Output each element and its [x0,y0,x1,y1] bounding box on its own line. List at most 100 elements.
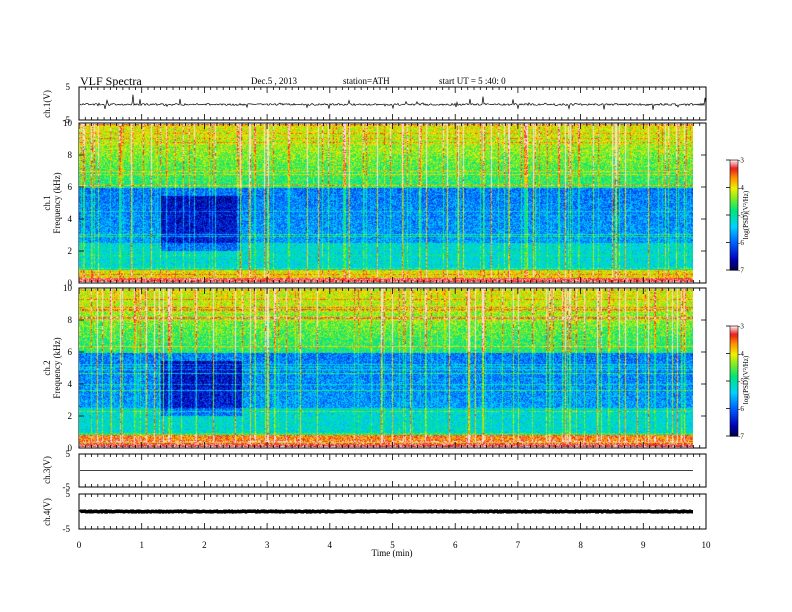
colorbar-swatch [730,268,738,271]
colorbar-swatch [730,244,738,247]
colorbar-tick-label: -6 [738,239,744,247]
colorbar-swatch [730,384,738,388]
colorbar-swatch [730,329,738,333]
colorbar-swatch [730,185,738,189]
colorbar-swatch [730,242,738,245]
colorbar-swatch [730,187,738,190]
colorbar-swatch [730,260,738,264]
colorbar-swatch [730,215,738,218]
date-label: Dec.5 , 2013 [251,76,297,86]
colorbar-swatch [730,425,738,428]
spectrogram-image [79,124,693,282]
x-tick-label: 1 [139,540,144,550]
colorbar-swatch [730,417,738,421]
ch1-colorbar-label: log(PSD)(V²/Hz) [742,190,750,239]
colorbar-tick-label: -4 [738,184,744,192]
colorbar-tick-label: -3 [738,323,744,331]
ch1-spectrogram [79,124,693,282]
x-tick-label: 8 [578,540,583,550]
colorbar-swatch [730,198,738,201]
y-tick-label: 5 [66,489,71,499]
y-tick-label: 4 [68,379,73,389]
colorbar-swatch [730,253,738,256]
colorbar-swatch [730,226,738,229]
colorbar-swatch [730,364,738,367]
colorbar-swatch [730,346,738,349]
ch1-colorbar: -3 -4 -5 -6 -7 [726,157,744,275]
y-tick-label: 8 [68,315,73,325]
colorbar-swatch [730,351,738,355]
colorbar-swatch [730,235,738,238]
colorbar-swatch [730,204,738,207]
colorbar-swatch [730,377,738,380]
colorbar-swatch [730,183,738,187]
colorbar-swatch [730,353,738,356]
colorbar-swatch [730,209,738,212]
figure-title: VLF Spectra [80,74,142,88]
colorbar-swatch [730,196,738,200]
colorbar-swatch [730,421,738,424]
colorbar-swatch [730,412,738,415]
colorbar-swatch [730,165,738,168]
ch1-waveform-ylabel: ch.1(V) [42,90,52,118]
y-tick-label: 8 [68,150,73,160]
ch2-colorbar: -3 -4 -5 -6 -7 [726,323,744,441]
colorbar-swatch [730,194,738,198]
y-tick-label: 6 [68,347,73,357]
colorbar-swatch [730,182,738,185]
colorbar-swatch [730,266,738,269]
x-tick-label: 4 [328,540,333,550]
colorbar-swatch [730,218,738,222]
colorbar-swatch [730,176,738,179]
colorbar-swatch [730,368,738,371]
colorbar-swatch [730,227,738,231]
x-tick-label: 7 [516,540,521,550]
x-axis-label: Time (min) [372,548,413,558]
colorbar-swatch [730,371,738,375]
colorbar-swatch [730,432,738,435]
colorbar-tick-label: -5 [738,212,744,220]
colorbar-swatch [730,375,738,378]
colorbar-swatch [730,200,738,203]
colorbar-swatch [730,211,738,214]
colorbar-swatch [730,379,738,382]
colorbar-swatch [730,370,738,373]
colorbar-swatch [730,220,738,223]
ch4-waveform-line [78,508,693,515]
colorbar-swatch [730,259,738,262]
colorbar-swatch [730,163,738,167]
colorbar-swatch [730,392,738,395]
y-tick-label: 6 [68,182,73,192]
colorbar-swatch [730,430,738,433]
colorbar-swatch [730,189,738,192]
colorbar-swatch [730,213,738,216]
colorbar-tick-label: -7 [738,433,744,441]
colorbar-swatch [730,229,738,233]
colorbar-swatch [730,349,738,353]
colorbar-swatch [730,399,738,402]
colorbar-swatch [730,251,738,255]
colorbar-swatch [730,202,738,205]
ch2-spectrogram [79,289,693,447]
colorbar-swatch [730,362,738,366]
colorbar-swatch [730,249,738,253]
colorbar-swatch [730,240,738,244]
colorbar-swatch [730,172,738,176]
y-tick-label: 0 [68,443,73,453]
colorbar-tick-label: -5 [738,378,744,386]
colorbar-swatch [730,388,738,391]
colorbar-swatch [730,331,738,334]
colorbar-swatch [730,357,738,360]
colorbar-swatch [730,335,738,338]
y-tick-label: 0 [68,278,73,288]
colorbar-swatch [730,338,738,342]
colorbar-swatch [730,255,738,258]
y-tick-label: 5 [66,82,71,92]
station-label: station=ATH [343,76,390,86]
colorbar-swatch [730,414,738,417]
spectrogram-image [79,289,693,447]
ch1-channel-label: ch.1 [42,195,52,210]
colorbar-swatch [730,193,738,196]
colorbar-swatch [730,373,738,377]
